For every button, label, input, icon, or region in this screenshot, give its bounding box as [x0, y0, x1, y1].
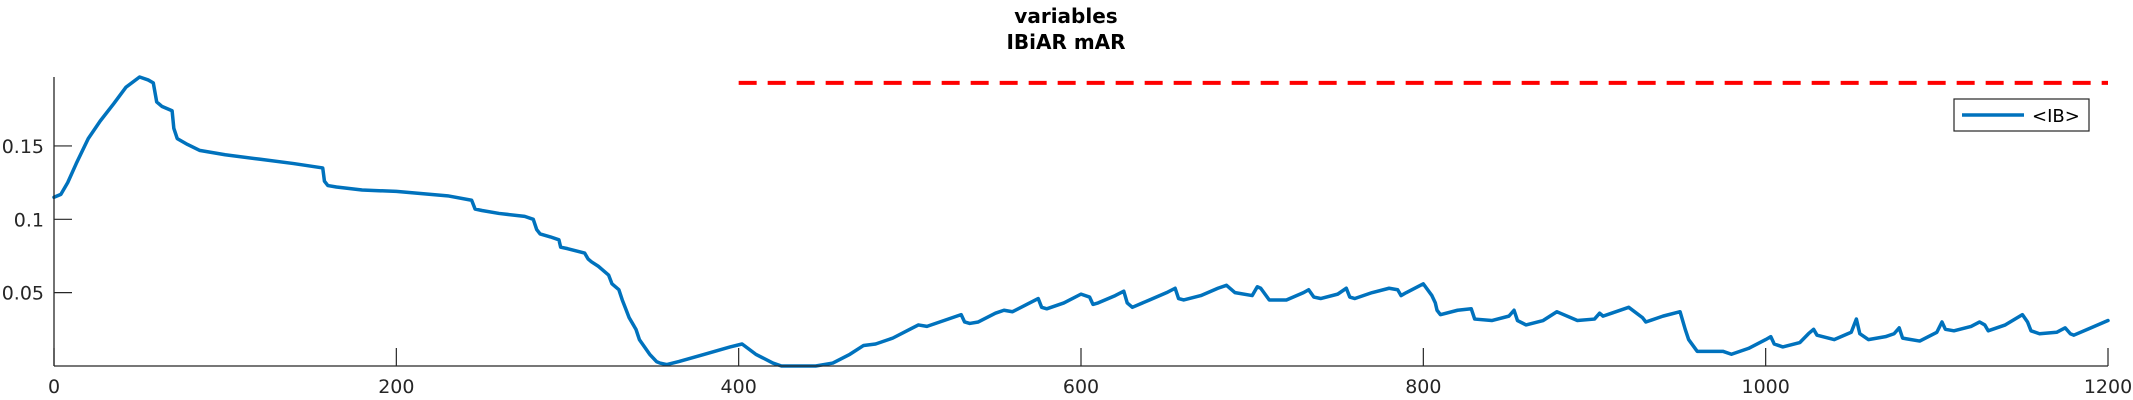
- x-tick-label: 800: [1405, 376, 1441, 398]
- y-tick-label: 0.15: [2, 136, 44, 158]
- chart-title-line-2: IBiAR mAR: [1006, 30, 1125, 54]
- series-layer: [52, 75, 2110, 368]
- y-tick-layer: 0.05 0.1 0.15: [2, 136, 72, 305]
- x-tick-label: 400: [721, 376, 757, 398]
- chart-title-line-1: variables: [1014, 4, 1117, 28]
- y-tick-label: 0.1: [14, 209, 44, 231]
- legend[interactable]: <IB>: [1953, 98, 2090, 132]
- x-tick-label: 600: [1063, 376, 1099, 398]
- x-tick-label: 200: [378, 376, 414, 398]
- x-tick-label: 1200: [2084, 376, 2132, 398]
- series-line: [52, 75, 2110, 368]
- legend-label: <IB>: [2032, 106, 2080, 127]
- x-tick-label: 1000: [1741, 376, 1789, 398]
- x-tick-layer: 0 200 400 600 800 1000 1200: [48, 348, 2132, 398]
- x-tick-label: 0: [48, 376, 60, 398]
- y-tick-label: 0.05: [2, 283, 44, 305]
